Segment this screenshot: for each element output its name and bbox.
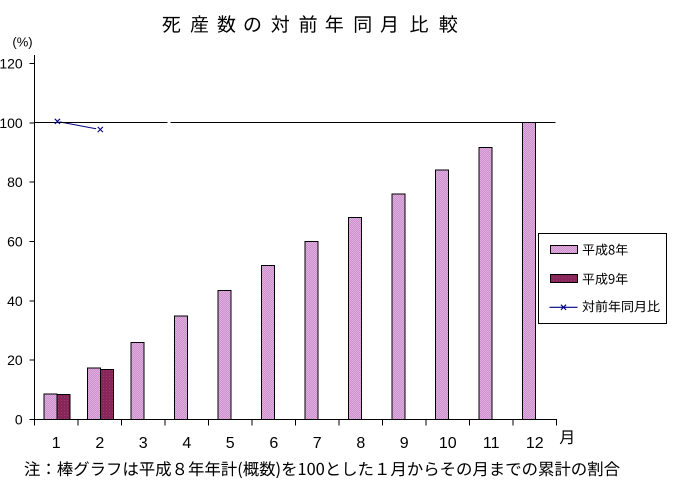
svg-text:100: 100 [0,115,23,131]
svg-text:(%): (%) [12,35,32,50]
svg-text:7: 7 [313,435,322,452]
svg-text:20: 20 [7,352,23,368]
svg-text:3: 3 [139,435,148,452]
svg-text:4: 4 [182,435,191,452]
svg-text:11: 11 [483,435,500,452]
svg-text:10: 10 [439,435,457,452]
svg-text:2: 2 [95,435,104,452]
svg-text:60: 60 [7,234,23,250]
svg-text:12: 12 [526,435,544,452]
svg-text:8: 8 [356,435,365,452]
svg-text:80: 80 [7,174,23,190]
svg-text:6: 6 [269,435,278,452]
svg-text:1: 1 [52,435,61,452]
svg-text:5: 5 [226,435,235,452]
svg-text:0: 0 [15,412,23,428]
svg-text:9: 9 [400,435,409,452]
svg-text:120: 120 [0,56,23,72]
svg-text:40: 40 [7,293,23,309]
